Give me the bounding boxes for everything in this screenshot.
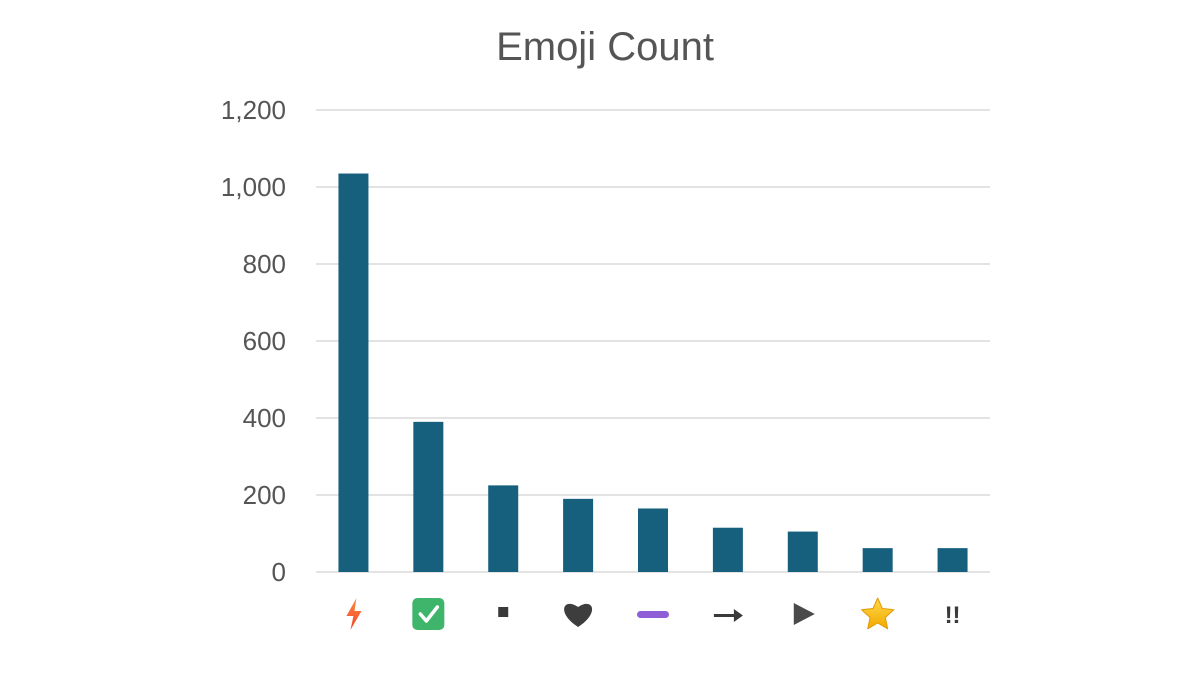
small-square-icon: ▪: [498, 607, 509, 617]
minus-icon: ➖: [637, 611, 669, 618]
y-tick-label: 0: [272, 557, 286, 587]
bar: [338, 173, 369, 572]
bar: [787, 531, 818, 572]
bar: [862, 548, 893, 572]
play-icon: ▶: [793, 603, 815, 625]
high-voltage-icon: ⚡: [346, 598, 362, 630]
y-tick-label: 800: [243, 249, 286, 279]
check-box-icon: ✅: [412, 598, 445, 630]
chart-title: Emoji Count: [496, 25, 714, 69]
bar: [712, 527, 743, 572]
bar: [937, 548, 968, 572]
bar: [563, 498, 594, 572]
y-tick-label: 600: [243, 326, 286, 356]
svg-text:!!: !!: [945, 602, 961, 629]
star-icon: ⭐: [861, 597, 895, 630]
double-exclamation-icon: ‼!!: [945, 602, 961, 629]
bar: [488, 485, 519, 572]
y-tick-label: 1,200: [221, 95, 286, 125]
y-axis-ticks: 0 200 400 600 800 1,000 1,200: [221, 95, 286, 587]
right-arrow-icon: ➡: [713, 609, 743, 622]
x-axis-icons: ⚡ ✅ ▪ ♥ ➖ ➡ ▶ ⭐ ‼!!: [346, 597, 961, 630]
bars: [338, 173, 968, 572]
y-tick-label: 400: [243, 403, 286, 433]
heart-icon: ♥: [564, 603, 593, 627]
bar: [413, 421, 444, 572]
bar: [638, 508, 668, 572]
y-tick-label: 1,000: [221, 172, 286, 202]
y-tick-label: 200: [243, 480, 286, 510]
